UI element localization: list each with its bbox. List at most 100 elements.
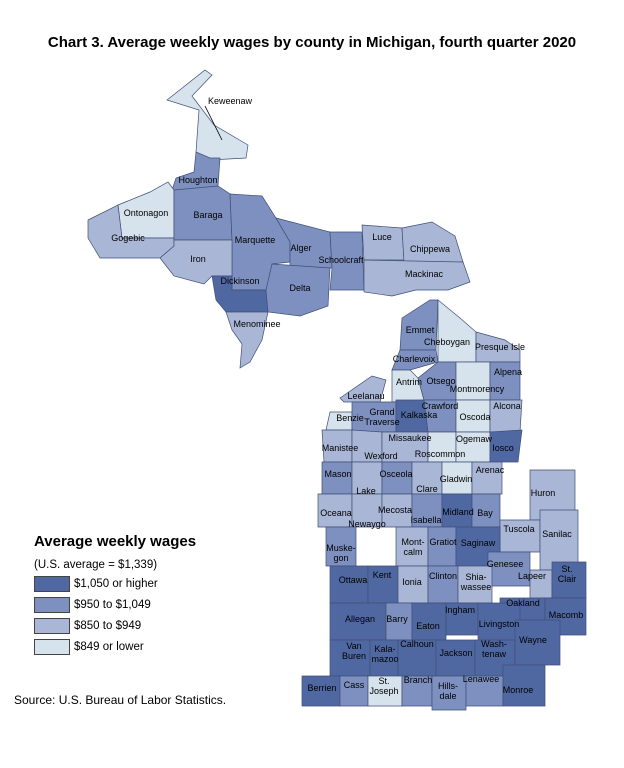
county-label: Lapeer — [518, 571, 546, 581]
county-emmet — [399, 299, 439, 351]
county-label: Van Buren — [342, 641, 366, 661]
county-presque-isle — [475, 331, 521, 363]
county-label: Hills-dale — [438, 681, 458, 701]
county-label: Missaukee — [388, 433, 431, 443]
county-label: Benzie — [336, 413, 364, 423]
county-label: Gratiot — [429, 537, 457, 547]
county-montmorency — [455, 361, 491, 401]
county-label: Gladwin — [440, 474, 473, 484]
county-label: Branch — [404, 675, 433, 685]
legend-item: $849 or lower — [34, 639, 196, 655]
county-chippewa — [401, 221, 464, 263]
county-label: Dickinson — [220, 276, 259, 286]
legend: Average weekly wages (U.S. average = $1,… — [34, 533, 196, 655]
county-label: Mason — [324, 469, 351, 479]
county-label: Keweenaw — [208, 96, 253, 106]
county-sanilac — [539, 509, 579, 571]
county-label: Ottawa — [339, 575, 368, 585]
county-label: Muske-gon — [326, 543, 356, 563]
county-label: Alcona — [493, 401, 521, 411]
county-label: Monroe — [503, 685, 534, 695]
legend-swatch — [34, 597, 70, 613]
county-label: Huron — [531, 488, 556, 498]
county-arenac — [471, 461, 503, 495]
county-label: Kalkaska — [401, 410, 438, 420]
county-cheboygan — [437, 299, 477, 363]
county-label: Luce — [372, 232, 392, 242]
county-monroe — [502, 664, 546, 707]
county-label: Bay — [477, 508, 493, 518]
legend-subtitle: (U.S. average = $1,339) — [34, 559, 158, 571]
county-label: Kala-mazoo — [371, 644, 398, 664]
county-label: Jackson — [439, 648, 472, 658]
chart-title: Chart 3. Average weekly wages by county … — [47, 34, 577, 51]
county-label: Mackinac — [405, 269, 444, 279]
county-label: Oakland — [506, 598, 540, 608]
county-label: Oscoda — [459, 412, 490, 422]
county-label: Iosco — [492, 443, 514, 453]
county-luce — [361, 224, 405, 261]
county-label: Marquette — [235, 235, 276, 245]
county-label: Wexford — [364, 451, 397, 461]
county-label: Emmet — [406, 325, 435, 335]
county-label: Clinton — [429, 571, 457, 581]
county-label: Mont-calm — [401, 537, 424, 557]
county-hills-dale — [431, 675, 467, 711]
county-label: Kent — [373, 570, 392, 580]
county-label: Sanilac — [542, 529, 572, 539]
county-label: Barry — [386, 614, 408, 624]
legend-swatch — [34, 576, 70, 592]
county-label: Oceana — [320, 508, 352, 518]
legend-swatch — [34, 639, 70, 655]
county-label: Wash-tenaw — [481, 639, 507, 659]
county-keweenaw — [166, 69, 249, 161]
county-label: Chippewa — [410, 244, 450, 254]
county-label: Osceola — [379, 469, 412, 479]
legend-label: $950 to $1,049 — [74, 599, 151, 611]
county-label: Lake — [356, 486, 376, 496]
county-label: Genesee — [487, 559, 524, 569]
county-label: Leelanau — [347, 391, 384, 401]
county-label: Schoolcraft — [318, 255, 364, 265]
county-charlevoix — [391, 349, 439, 371]
county-label: Iron — [190, 254, 206, 264]
county-label: Calhoun — [400, 639, 434, 649]
county-label: Presque Isle — [475, 342, 525, 352]
county-label: Crawford — [422, 401, 459, 411]
county-label: Shia-wassee — [460, 572, 492, 592]
legend-item: $850 to $949 — [34, 618, 196, 634]
county-label: Ionia — [402, 577, 422, 587]
county-menominee — [225, 311, 269, 369]
county-label: Ontonagon — [124, 208, 169, 218]
county-label: Newaygo — [348, 519, 386, 529]
county-label: Cheboygan — [424, 337, 470, 347]
county-label: Saginaw — [461, 538, 496, 548]
legend-label: $1,050 or higher — [74, 578, 158, 590]
county-label: Allegan — [345, 614, 375, 624]
legend-item: $950 to $1,049 — [34, 597, 196, 613]
legend-label: $850 to $949 — [74, 620, 142, 632]
county-label: Arenac — [476, 465, 505, 475]
county-label: St. Clair — [558, 564, 577, 584]
county-wayne — [514, 619, 561, 666]
county-label: Isabella — [410, 515, 441, 525]
county-label: Delta — [289, 283, 310, 293]
county-iosco — [489, 429, 523, 463]
county-label: Ogemaw — [456, 434, 493, 444]
county-label: Alger — [290, 243, 311, 253]
legend-item: $1,050 or higher — [34, 576, 196, 592]
county-label: Midland — [442, 507, 474, 517]
county-jackson — [435, 639, 476, 677]
county-label: Houghton — [178, 175, 217, 185]
keweenaw-leader-line — [204, 105, 223, 141]
legend-label: $849 or lower — [74, 641, 144, 653]
legend-swatch — [34, 618, 70, 634]
county-label: Wayne — [519, 635, 547, 645]
legend-title: Average weekly wages — [34, 533, 197, 550]
county-label: Tuscola — [503, 524, 534, 534]
county-label: Menominee — [233, 319, 280, 329]
county-label: Alpena — [494, 367, 522, 377]
county-label: Clare — [416, 484, 438, 494]
county-schoolcraft — [329, 231, 365, 291]
